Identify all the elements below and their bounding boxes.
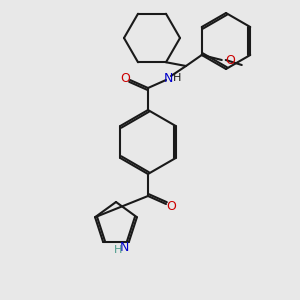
Text: N: N (120, 241, 130, 254)
Text: O: O (120, 71, 130, 85)
Text: O: O (225, 55, 235, 68)
Text: N: N (163, 71, 173, 85)
Text: H: H (114, 245, 122, 255)
Text: O: O (166, 200, 176, 212)
Text: H: H (173, 73, 181, 83)
